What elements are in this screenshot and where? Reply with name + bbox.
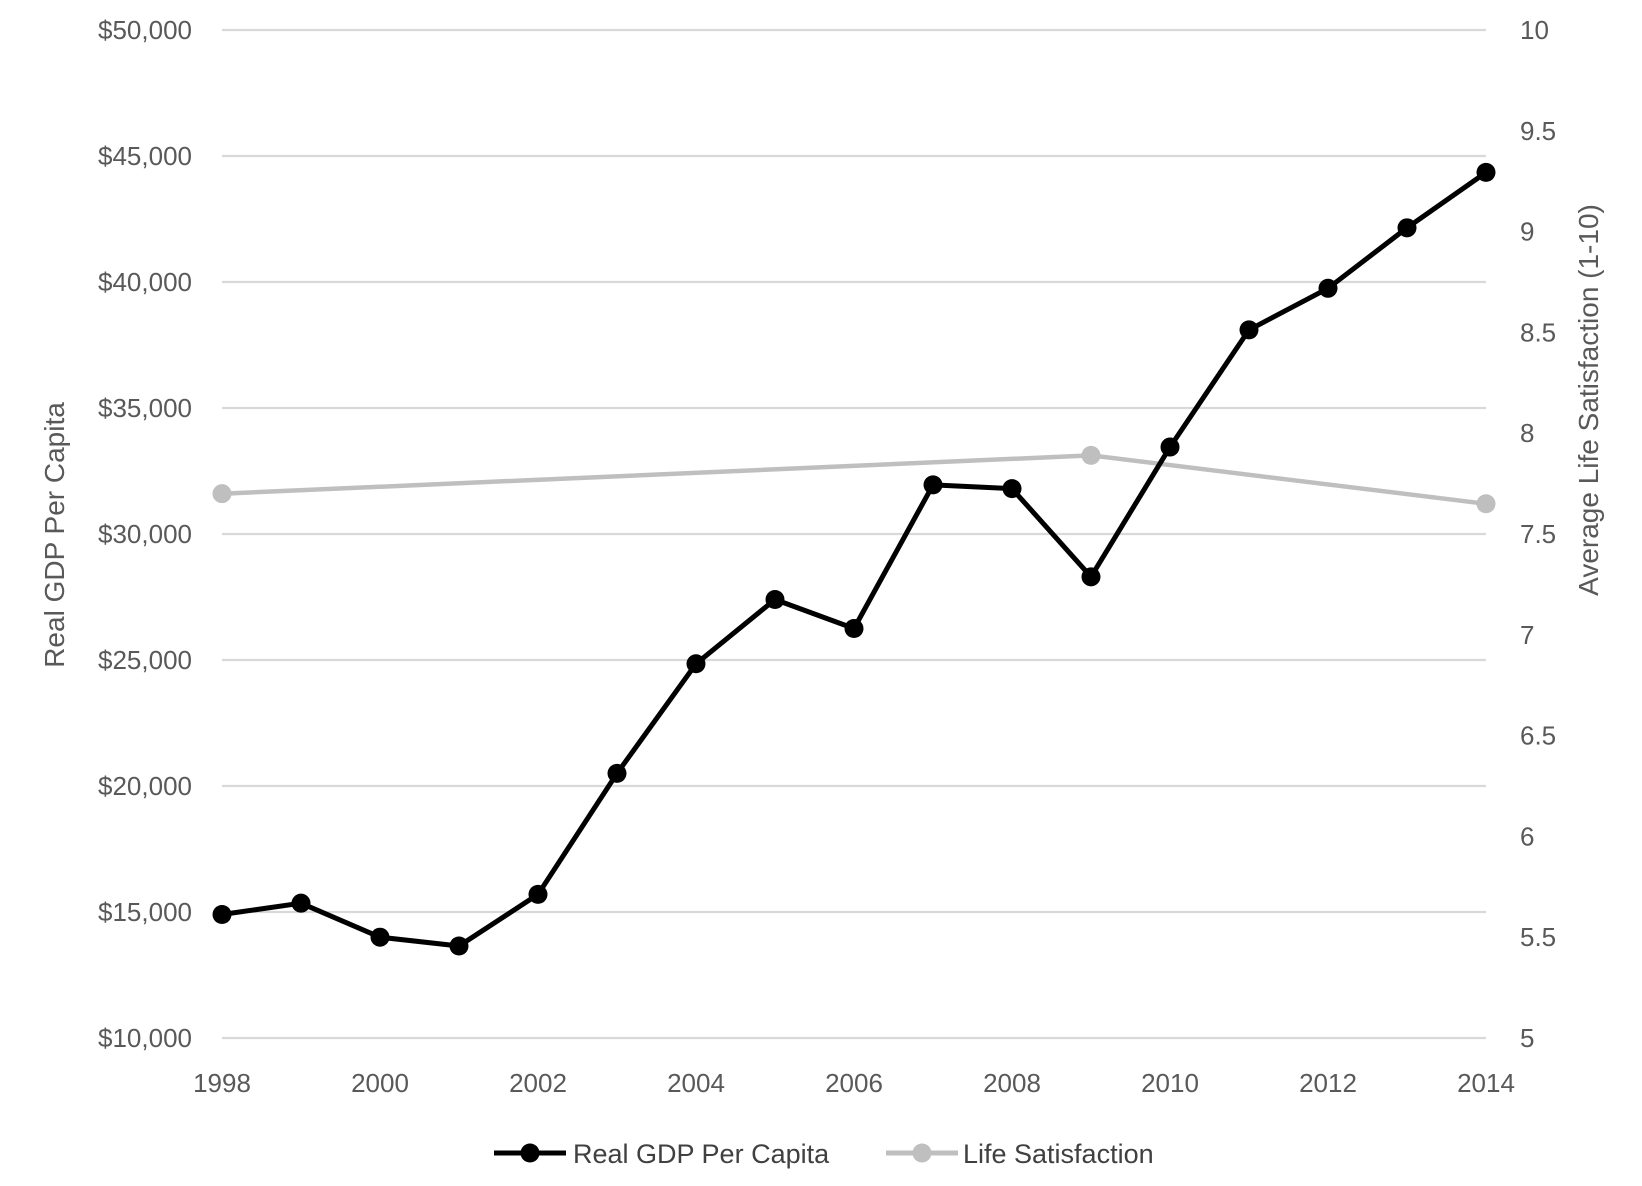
- legend-item-life-satisfaction: Life Satisfaction: [886, 1139, 1154, 1169]
- left-axis-tick-labels: $10,000 $15,000 $20,000 $25,000 $30,000 $35,0…: [98, 15, 192, 1053]
- right-axis-tick-label: 9: [1520, 217, 1534, 247]
- data-point: [686, 654, 706, 674]
- right-axis-tick-label: 7.5: [1520, 519, 1556, 549]
- right-axis-tick-label: 6: [1520, 821, 1534, 851]
- data-point: [370, 927, 390, 947]
- series-layer: [212, 162, 1496, 956]
- data-point: [607, 763, 627, 783]
- x-axis-tick-label: 2010: [1141, 1068, 1199, 1098]
- data-point: [212, 905, 232, 925]
- legend-life-satisfaction-label: Life Satisfaction: [963, 1139, 1154, 1169]
- x-axis-tick-label: 2008: [983, 1068, 1041, 1098]
- x-axis-tick-labels: 1998 2000 2002 2004 2006 2008 2010 2012 2014: [193, 1068, 1515, 1098]
- right-axis-title: Average Life Satisfaction (1-10): [1573, 204, 1604, 596]
- data-point: [1476, 494, 1496, 514]
- data-point: [212, 484, 232, 504]
- data-point: [1397, 218, 1417, 238]
- data-point: [449, 936, 469, 956]
- legend-item-gdp: Real GDP Per Capita: [494, 1139, 830, 1169]
- legend-gdp-label: Real GDP Per Capita: [573, 1139, 830, 1169]
- legend-life-satisfaction-marker-icon: [912, 1143, 932, 1163]
- data-point: [923, 475, 943, 495]
- right-axis-tick-labels: 5 5.5 6 6.5 7 7.5 8 8.5 9 9.5 10: [1520, 15, 1556, 1053]
- x-axis-tick-label: 2000: [351, 1068, 409, 1098]
- right-axis-tick-label: 5.5: [1520, 922, 1556, 952]
- right-axis-tick-label: 5: [1520, 1023, 1534, 1053]
- series-line: [221, 453, 1487, 507]
- right-axis-tick-label: 6.5: [1520, 721, 1556, 751]
- left-axis-tick-label: $30,000: [98, 519, 192, 549]
- left-axis-tick-label: $25,000: [98, 645, 192, 675]
- right-axis-tick-label: 9.5: [1520, 116, 1556, 146]
- left-axis-tick-label: $50,000: [98, 15, 192, 45]
- data-point: [291, 893, 311, 913]
- data-point: [1318, 278, 1338, 298]
- left-axis-tick-label: $20,000: [98, 771, 192, 801]
- right-axis-tick-label: 8.5: [1520, 317, 1556, 347]
- left-axis-tick-label: $15,000: [98, 897, 192, 927]
- data-point: [1239, 320, 1259, 340]
- x-axis-tick-label: 1998: [193, 1068, 251, 1098]
- left-axis-title: Real GDP Per Capita: [39, 402, 70, 668]
- series-line: [221, 170, 1488, 949]
- x-axis-tick-label: 2014: [1457, 1068, 1515, 1098]
- gridlines: [222, 28, 1486, 1040]
- x-axis-tick-label: 2012: [1299, 1068, 1357, 1098]
- series-gdp: [212, 162, 1496, 956]
- right-axis-tick-label: 7: [1520, 620, 1534, 650]
- x-axis-tick-label: 2002: [509, 1068, 567, 1098]
- legend: Real GDP Per Capita Life Satisfaction: [494, 1139, 1154, 1169]
- legend-gdp-marker-icon: [520, 1143, 540, 1163]
- data-point: [765, 590, 785, 610]
- right-axis-tick-label: 8: [1520, 418, 1534, 448]
- right-axis-tick-label: 10: [1520, 15, 1549, 45]
- x-axis-tick-label: 2004: [667, 1068, 725, 1098]
- data-point: [1160, 437, 1180, 457]
- series-life-satisfaction: [212, 445, 1496, 514]
- left-axis-tick-label: $10,000: [98, 1023, 192, 1053]
- data-point: [1081, 445, 1101, 465]
- left-axis-tick-label: $40,000: [98, 267, 192, 297]
- data-point: [844, 619, 864, 638]
- left-axis-tick-label: $35,000: [98, 393, 192, 423]
- left-axis-tick-label: $45,000: [98, 141, 192, 171]
- x-axis-tick-label: 2006: [825, 1068, 883, 1098]
- data-point: [1476, 162, 1496, 182]
- data-point: [528, 884, 548, 904]
- data-point: [1081, 567, 1101, 587]
- data-point: [1002, 479, 1022, 499]
